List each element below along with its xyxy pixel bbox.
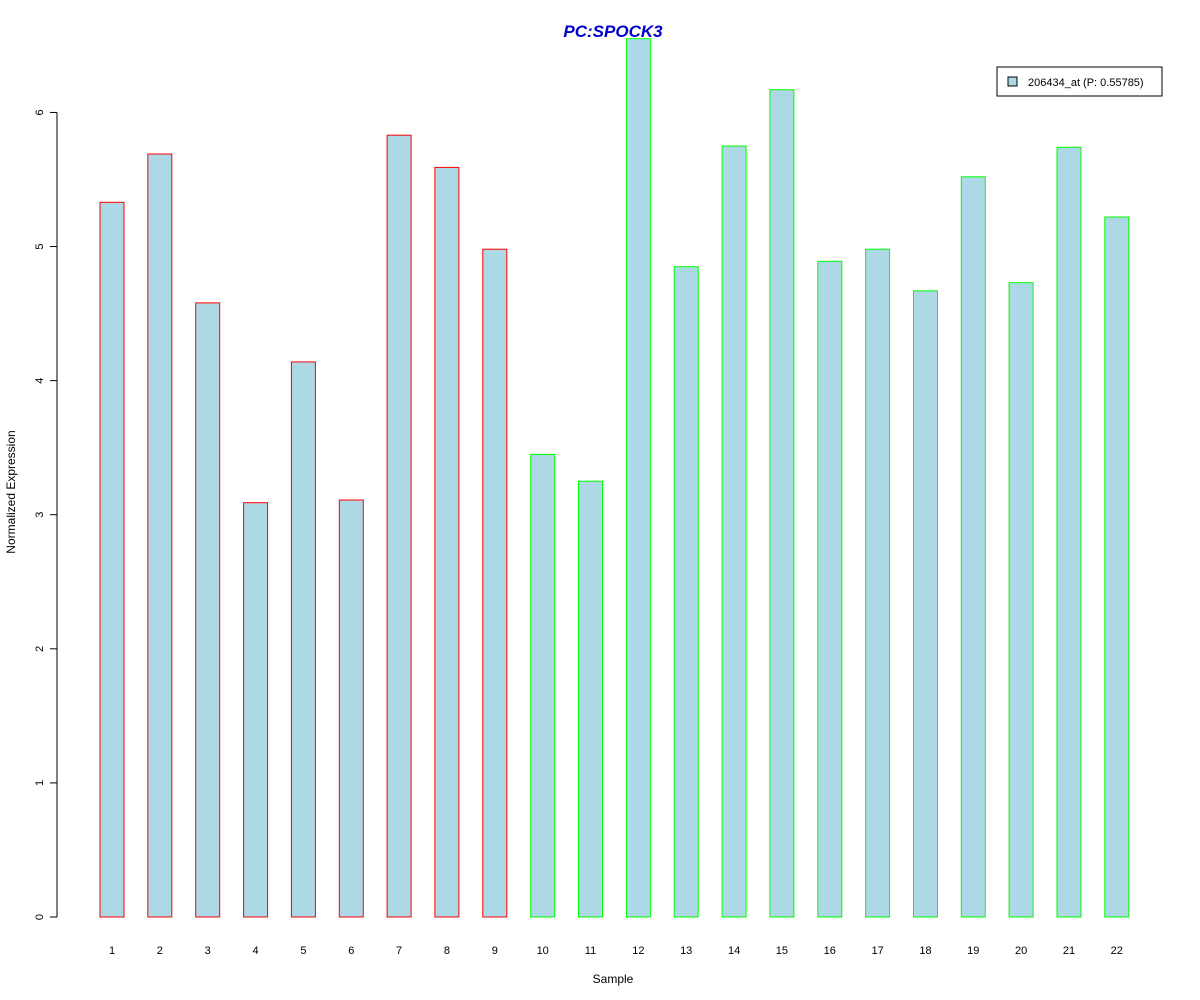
bar-sample-14 [721, 145, 747, 918]
y-tick-label: 1 [34, 780, 46, 786]
legend-label: 206434_at (P: 0.55785) [1028, 77, 1144, 89]
y-tick-label: 0 [34, 914, 46, 920]
bar-sample-8 [434, 166, 460, 918]
bar-sample-10 [530, 453, 556, 918]
x-tick-label: 3 [205, 945, 211, 957]
x-tick-label: 21 [1063, 945, 1075, 957]
x-tick-label: 4 [253, 945, 259, 957]
bar-sample-1 [99, 201, 125, 918]
bar-sample-2 [147, 153, 173, 918]
legend-box [996, 66, 1163, 97]
bar-sample-12 [625, 38, 651, 918]
x-tick-label: 5 [300, 945, 306, 957]
x-tick-labels: 1 2 3 4 5 6 7 8 9 10 11 12 13 14 15 16 17 18 19 20 21 22 [109, 945, 1123, 957]
bars-group [99, 38, 1130, 918]
y-tick-label: 5 [34, 243, 46, 249]
bar-sample-22 [1104, 216, 1130, 918]
x-tick-label: 9 [492, 945, 498, 957]
x-tick-label: 20 [1015, 945, 1027, 957]
y-tick-label: 3 [34, 512, 46, 518]
x-tick-label: 11 [585, 945, 596, 957]
bar-sample-9 [482, 248, 508, 918]
legend: 206434_at (P: 0.55785) [996, 66, 1163, 97]
bar-sample-3 [195, 302, 221, 918]
y-axis-label: Normalized Expression [4, 430, 18, 553]
x-tick-label: 6 [348, 945, 354, 957]
x-tick-label: 19 [967, 945, 979, 957]
x-tick-label: 17 [871, 945, 883, 957]
y-tick-label: 2 [34, 646, 46, 652]
y-tick-label: 4 [34, 378, 46, 384]
bar-sample-15 [769, 89, 795, 918]
y-axis: 0 1 2 3 4 5 6 [34, 109, 58, 920]
x-tick-label: 10 [537, 945, 549, 957]
y-tick-label: 6 [34, 109, 46, 115]
x-tick-label: 1 [109, 945, 115, 957]
x-axis-label: Sample [593, 972, 634, 986]
x-tick-label: 7 [396, 945, 402, 957]
legend-swatch [1007, 76, 1018, 87]
bar-sample-4 [243, 502, 269, 918]
x-tick-label: 15 [776, 945, 788, 957]
bar-sample-18 [913, 290, 938, 918]
x-tick-label: 16 [824, 945, 836, 957]
x-tick-label: 8 [444, 945, 450, 957]
bar-sample-21 [1056, 146, 1082, 918]
bar-sample-5 [290, 361, 316, 918]
x-tick-label: 14 [728, 945, 740, 957]
bar-sample-17 [865, 248, 891, 918]
chart-title: PC:SPOCK3 [563, 22, 663, 41]
bar-sample-11 [578, 480, 603, 918]
bar-sample-16 [817, 260, 843, 918]
x-tick-label: 18 [919, 945, 931, 957]
x-tick-label: 2 [157, 945, 163, 957]
x-tick-label: 22 [1111, 945, 1123, 957]
x-tick-label: 13 [680, 945, 692, 957]
bar-sample-19 [960, 176, 986, 918]
bar-sample-6 [338, 499, 364, 918]
bar-sample-20 [1008, 282, 1034, 918]
bar-sample-7 [386, 134, 412, 918]
bar-sample-13 [673, 266, 699, 918]
x-tick-label: 12 [632, 945, 644, 957]
